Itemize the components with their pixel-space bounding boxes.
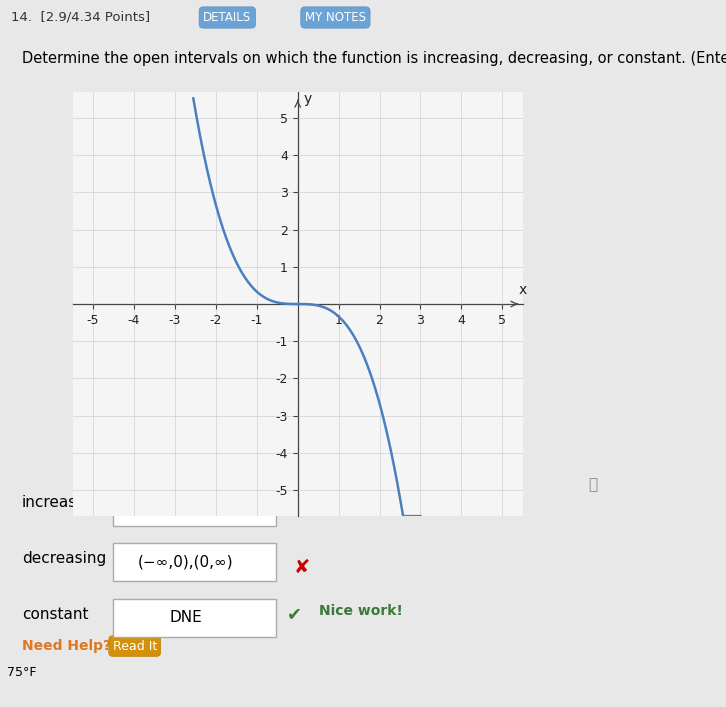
FancyBboxPatch shape [113,543,276,581]
Text: y: y [303,93,312,106]
Text: constant: constant [22,607,89,621]
Text: (−∞,0),(0,∞): (−∞,0),(0,∞) [138,555,234,570]
Text: Nice work!: Nice work! [319,604,404,618]
Text: Need Help?: Need Help? [22,638,111,653]
Text: Read It: Read It [113,640,157,653]
Text: ⓘ: ⓘ [588,477,597,492]
Text: decreasing: decreasing [22,551,106,566]
FancyBboxPatch shape [113,487,276,526]
Text: Determine the open intervals on which the function is increasing, decreasing, or: Determine the open intervals on which th… [22,52,726,66]
Text: ✔: ✔ [287,494,302,512]
FancyBboxPatch shape [113,599,276,637]
Text: DNE: DNE [170,610,203,626]
Text: increasing: increasing [22,496,101,510]
Text: 14.  [2.9/4.34 Points]: 14. [2.9/4.34 Points] [11,11,150,24]
Text: 75°F: 75°F [7,666,37,679]
Text: MY NOTES: MY NOTES [305,11,366,24]
Text: Great job!: Great job! [319,493,399,507]
Text: x: x [518,284,527,298]
Text: DNE: DNE [170,499,203,514]
Text: DETAILS: DETAILS [203,11,251,24]
Text: ✘: ✘ [294,559,311,578]
Text: $f(x) = -\dfrac{1}{3}x^3$: $f(x) = -\dfrac{1}{3}x^3$ [113,110,222,146]
Text: ✔: ✔ [287,605,302,623]
